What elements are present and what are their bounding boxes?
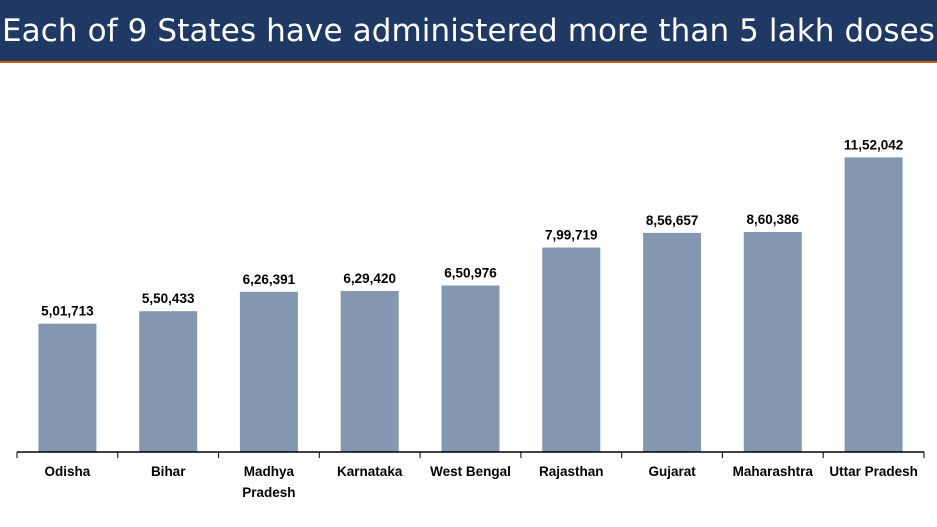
category-label: Odisha (45, 464, 91, 479)
value-label: 7,99,719 (545, 228, 598, 243)
bar-maharashtra (743, 232, 802, 452)
value-label: 6,26,391 (243, 272, 296, 287)
value-label: 8,56,657 (646, 213, 699, 228)
value-label: 6,50,976 (444, 266, 497, 281)
bar-west-bengal (441, 285, 500, 452)
bar-uttar-pradesh (844, 157, 903, 452)
bar-karnataka (340, 291, 399, 452)
value-label: 11,52,042 (844, 137, 903, 152)
bar-gujarat (643, 232, 702, 452)
category-label: Rajasthan (539, 464, 604, 479)
category-label: Maharashtra (733, 464, 814, 479)
bars-group (38, 157, 903, 452)
page-title: Each of 9 States have administered more … (1, 12, 936, 49)
title-banner: Each of 9 States have administered more … (0, 0, 937, 63)
bar-odisha (38, 323, 97, 452)
category-label: Gujarat (648, 464, 696, 479)
bar-rajasthan (542, 247, 601, 452)
value-label: 5,01,713 (41, 304, 94, 319)
bar-madhya-pradesh (239, 291, 298, 452)
category-labels-group: Odisha Bihar Madhya Pradesh Karnataka West Be… (45, 464, 918, 500)
category-label: West Bengal (430, 464, 511, 479)
value-label: 5,50,433 (142, 291, 195, 306)
category-label: Uttar Pradesh (829, 464, 918, 479)
value-label: 6,29,420 (343, 271, 396, 286)
category-label: Karnataka (337, 464, 403, 479)
x-axis-ticks (16, 452, 925, 458)
category-label: Bihar (151, 464, 186, 479)
value-labels-group: 5,01,713 5,50,433 6,26,391 6,29,420 6,50,976… (41, 137, 903, 318)
bar-bihar (139, 311, 198, 452)
category-label: Madhya Pradesh (242, 464, 295, 500)
value-label: 8,60,386 (747, 212, 800, 227)
